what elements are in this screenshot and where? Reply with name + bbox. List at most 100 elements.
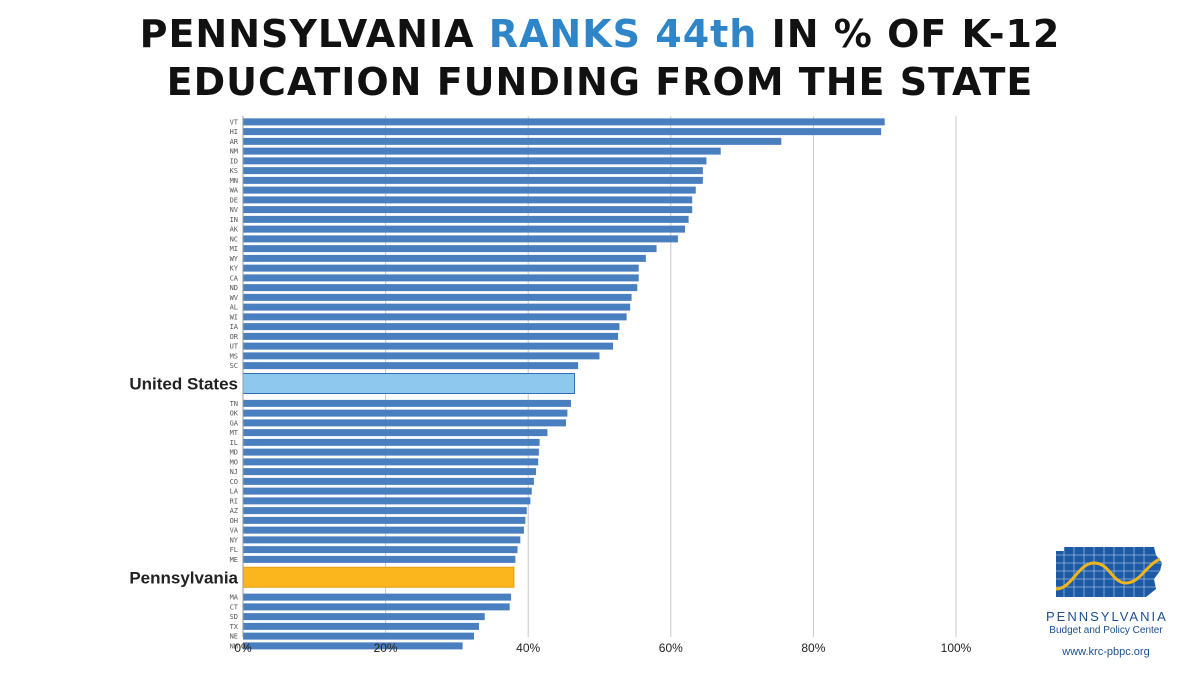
- bar-nv: [243, 206, 693, 214]
- bar-wa: [243, 186, 696, 194]
- category-label-vt: VT: [230, 118, 239, 126]
- title-line-1-post: IN % OF K-12: [757, 12, 1061, 56]
- logo-name: PENNSYLVANIA: [1046, 609, 1168, 624]
- category-label-ar: AR: [230, 138, 239, 146]
- category-label-ok: OK: [230, 410, 239, 418]
- category-label-de: DE: [230, 196, 238, 204]
- category-label-ma: MA: [230, 594, 239, 602]
- category-label-nv: NV: [230, 206, 239, 214]
- bar-ga: [243, 419, 566, 427]
- category-label-la: LA: [230, 488, 239, 496]
- bar-hi: [243, 128, 882, 136]
- category-label-nc: NC: [230, 235, 238, 243]
- bar-nh: [243, 642, 463, 650]
- category-label-mo: MO: [230, 458, 238, 466]
- x-tick-label-40: 40%: [516, 641, 540, 655]
- category-label-me: ME: [230, 556, 238, 564]
- bar-or: [243, 332, 619, 340]
- category-label-united-states: United States: [129, 375, 238, 394]
- bar-nd: [243, 284, 638, 292]
- bar-tn: [243, 399, 571, 407]
- bar-wy: [243, 254, 646, 262]
- title-line-1: PENNSYLVANIA RANKS 44th IN % OF K-12: [0, 10, 1200, 58]
- bar-tx: [243, 622, 480, 630]
- bar-wi: [243, 313, 627, 321]
- category-label-ky: KY: [230, 265, 239, 273]
- category-label-nd: ND: [230, 284, 238, 292]
- category-label-mt: MT: [230, 429, 239, 437]
- category-label-tn: TN: [230, 400, 238, 408]
- title-line-1-pre: PENNSYLVANIA: [139, 12, 489, 56]
- category-label-il: IL: [230, 439, 238, 447]
- bar-me: [243, 555, 516, 563]
- category-label-ne: NE: [230, 633, 238, 641]
- category-label-mn: MN: [230, 177, 238, 185]
- x-tick-label-60: 60%: [659, 641, 683, 655]
- category-label-mi: MI: [230, 245, 238, 253]
- x-tick-label-20: 20%: [374, 641, 398, 655]
- bar-ks: [243, 167, 703, 175]
- category-label-ms: MS: [230, 352, 238, 360]
- category-label-in: IN: [230, 216, 238, 224]
- bar-in: [243, 215, 689, 223]
- x-tick-label-0: 0%: [234, 641, 252, 655]
- category-label-ak: AK: [230, 226, 239, 234]
- category-label-ri: RI: [230, 497, 238, 505]
- bar-oh: [243, 516, 526, 524]
- category-label-az: AZ: [230, 507, 238, 515]
- category-label-fl: FL: [230, 546, 238, 554]
- logo-url: www.krc-pbpc.org: [1062, 646, 1150, 658]
- x-tick-label-80: 80%: [801, 641, 825, 655]
- category-label-ct: CT: [230, 603, 239, 611]
- bar-mn: [243, 176, 703, 184]
- category-label-oh: OH: [230, 517, 238, 525]
- category-label-wi: WI: [230, 313, 238, 321]
- bar-va: [243, 526, 524, 534]
- bar-ia: [243, 323, 620, 331]
- bar-nm: [243, 147, 721, 155]
- category-label-ga: GA: [230, 419, 239, 427]
- category-label-md: MD: [230, 449, 238, 457]
- category-label-id: ID: [230, 157, 238, 165]
- category-label-hi: HI: [230, 128, 238, 136]
- category-label-ut: UT: [230, 343, 239, 351]
- category-label-sd: SD: [230, 613, 238, 621]
- category-label-al: AL: [230, 304, 238, 312]
- category-label-ks: KS: [230, 167, 238, 175]
- category-label-nm: NM: [230, 148, 238, 156]
- chart-title: PENNSYLVANIA RANKS 44th IN % OF K-12 EDU…: [0, 10, 1200, 106]
- bar-vt: [243, 118, 885, 126]
- bar-ct: [243, 603, 510, 611]
- category-label-wv: WV: [230, 294, 239, 302]
- category-label-wa: WA: [230, 187, 239, 195]
- bar-ri: [243, 497, 531, 505]
- pbpc-logo: PENNSYLVANIA Budget and Policy Center ww…: [1046, 545, 1166, 658]
- x-tick-label-100: 100%: [941, 641, 972, 655]
- category-label-tx: TX: [230, 623, 239, 631]
- bar-ca: [243, 274, 639, 282]
- bar-mi: [243, 245, 657, 253]
- bar-wv: [243, 293, 632, 301]
- category-label-ca: CA: [230, 274, 239, 282]
- bar-co: [243, 477, 534, 485]
- bar-mt: [243, 429, 548, 437]
- category-label-co: CO: [230, 478, 238, 486]
- bar-de: [243, 196, 693, 204]
- bar-ak: [243, 225, 686, 233]
- bar-nj: [243, 468, 537, 476]
- category-label-ny: NY: [230, 536, 239, 544]
- category-label-ia: IA: [230, 323, 239, 331]
- bar-sc: [243, 362, 579, 370]
- bar-ut: [243, 342, 614, 350]
- category-label-or: OR: [230, 333, 239, 341]
- logo-subtitle: Budget and Policy Center: [1049, 625, 1163, 636]
- bar-ky: [243, 264, 639, 272]
- category-label-nj: NJ: [230, 468, 238, 476]
- bar-ms: [243, 352, 600, 360]
- bar-united-states: [242, 373, 576, 394]
- bar-md: [243, 448, 539, 456]
- category-label-sc: SC: [230, 362, 238, 370]
- category-label-pennsylvania: Pennsylvania: [129, 568, 238, 587]
- bar-fl: [243, 546, 518, 554]
